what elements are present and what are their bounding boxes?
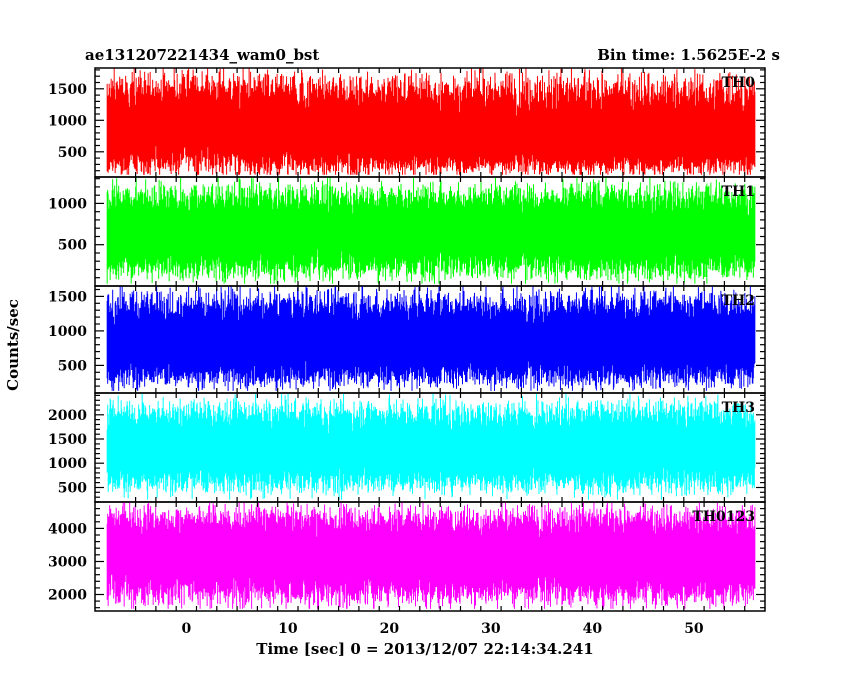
y-tick-label: 2000 xyxy=(48,408,87,424)
y-tick-label: 3000 xyxy=(48,554,87,570)
panel-label-th3: TH3 xyxy=(722,400,755,416)
x-tick-label: 50 xyxy=(684,621,704,637)
panel-label-th0: TH0 xyxy=(722,75,756,91)
y-tick-label: 1000 xyxy=(48,113,87,129)
x-tick-label: 10 xyxy=(278,621,298,637)
x-axis-title: Time [sec] 0 = 2013/12/07 22:14:34.241 xyxy=(256,640,593,658)
y-tick-label: 500 xyxy=(58,480,87,496)
y-tick-label: 500 xyxy=(58,145,87,161)
light-curve-th2 xyxy=(106,286,756,391)
y-tick-label: 1500 xyxy=(48,289,87,305)
y-tick-label: 500 xyxy=(58,358,87,374)
panel-th2: 500 1000 1500 TH2 xyxy=(48,285,766,394)
y-tick-label: 1000 xyxy=(48,456,87,472)
y-tick-label: 500 xyxy=(58,238,87,254)
x-tick-label: 0 xyxy=(181,621,191,637)
x-tick-label: 40 xyxy=(583,621,603,637)
y-tick-label: 1500 xyxy=(48,82,87,98)
panel-frame xyxy=(94,501,766,612)
bin-time-label: Bin time: 1.5625E-2 s xyxy=(597,46,780,64)
light-curve-th1 xyxy=(106,177,756,284)
light-curve-th0123 xyxy=(106,502,756,609)
panel-th3: 500 1000 1500 2000 TH3 xyxy=(48,392,766,503)
y-tick-label: 1000 xyxy=(48,324,87,340)
x-tick-label: 20 xyxy=(380,621,400,637)
panel-th1: 500 1000 TH1 xyxy=(48,176,766,287)
y-tick-label: 1500 xyxy=(48,432,87,448)
light-curve-th0 xyxy=(106,68,756,175)
panel-label-th0123: TH0123 xyxy=(692,509,755,525)
panel-label-th2: TH2 xyxy=(722,293,755,309)
y-tick-label: 2000 xyxy=(48,587,87,603)
light-curve-th3 xyxy=(106,393,756,500)
panel-label-th1: TH1 xyxy=(722,184,755,200)
x-tick-label: 30 xyxy=(481,621,501,637)
chart-title: ae131207221434_wam0_bst xyxy=(85,46,319,64)
y-tick-label: 1000 xyxy=(48,196,87,212)
panel-th0123: 2000 3000 4000 TH0123 xyxy=(48,501,766,612)
panel-th0: 500 1000 1500 TH0 xyxy=(48,67,766,178)
x-axis: 0 10 20 30 40 50 xyxy=(181,621,703,637)
y-axis-title: Counts/sec xyxy=(4,299,22,391)
y-tick-label: 4000 xyxy=(48,521,87,537)
